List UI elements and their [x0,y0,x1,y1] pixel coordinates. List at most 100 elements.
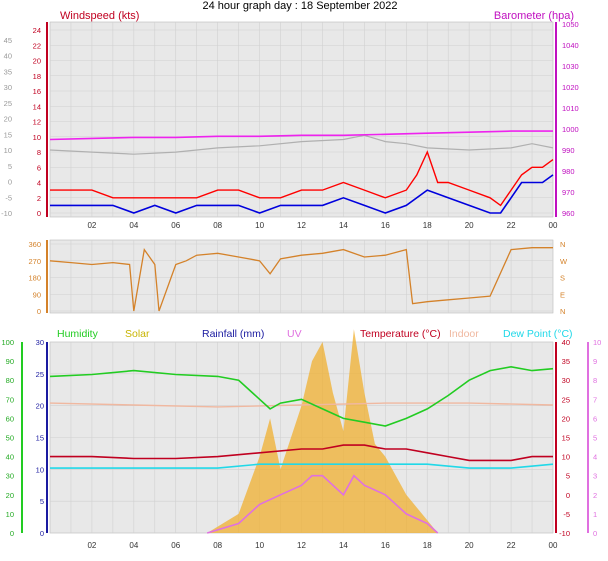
secondary-tick-label: 0 [8,178,12,187]
secondary-tick-label: -10 [1,209,12,218]
windspeed-tick-label: 12 [33,118,41,127]
temperature-axis: 40 35 30 25 20 15 10 5 0 -5 -10 [555,338,570,538]
rainfall-tick-label: 0 [40,529,44,538]
graph-title: 24 hour graph day : 18 September 2022 [202,0,397,12]
time-tick-label: 06 [171,221,180,230]
temperature-tick-label: 0 [566,491,570,500]
climate-series [49,329,554,534]
rainfall-tick-label: 25 [36,370,44,379]
secondary-tick-label: 30 [4,83,12,92]
barometer-tick-label: 1000 [562,125,579,134]
time-tick-label: 20 [465,541,474,550]
barometer-tick-label: 1010 [562,104,579,113]
secondary-tick-label: 20 [4,115,12,124]
climate-time-axis: 02 04 06 08 10 12 14 16 18 20 22 00 [87,541,558,550]
direction-compass-tick: N [560,307,565,316]
time-tick-label: 22 [507,541,516,550]
barometer-tick-label: 1030 [562,62,579,71]
barometer-tick-label: 970 [562,188,575,197]
temperature-line [50,444,553,462]
temperature-tick-label: 5 [566,472,570,481]
rainfall-tick-label: 5 [40,497,44,506]
time-tick-label: 04 [129,221,138,230]
secondary-tick-label: 35 [4,67,12,76]
direction-compass-tick: N [560,240,565,249]
uv-tick-label: 4 [593,453,597,462]
humidity-tick-label: 20 [6,491,14,500]
temperature-tick-label: 20 [562,414,570,423]
wind-label: Windspeed (kts) [60,10,139,22]
solar-area [207,329,438,533]
secondary-tick-label: 5 [8,162,12,171]
direction-degree-tick: 90 [33,290,41,299]
time-tick-label: 00 [549,541,558,550]
time-tick-label: 14 [339,541,348,550]
barometer-label: Barometer (hpa) [494,10,574,22]
temperature-tick-label: 40 [562,338,570,347]
windspeed-tick-label: 6 [37,163,41,172]
secondary-tick-label: 40 [4,52,12,61]
windspeed-tick-label: 14 [33,102,41,111]
time-tick-label: 12 [297,221,306,230]
rainfall-tick-label: 15 [36,434,44,443]
uv-tick-label: 7 [593,395,597,404]
windspeed-tick-label: 0 [37,209,41,218]
windspeed-tick-label: 4 [37,179,41,188]
legend-item: Indoor [449,328,479,340]
time-tick-label: 16 [381,541,390,550]
legend-item: Rainfall (mm) [202,328,264,340]
legend-item: Temperature (°C) [360,328,441,340]
uv-line [206,474,439,534]
barometer-tick-label: 1040 [562,41,579,50]
windspeed-line [50,150,554,207]
humidity-tick-label: 70 [6,395,14,404]
direction-degree-tick: 180 [28,274,41,283]
windspeed-tick-label: 2 [37,194,41,203]
wind-gust-line [50,174,554,214]
time-tick-label: 18 [423,221,432,230]
time-tick-label: 20 [465,221,474,230]
secondary-tick-label: 45 [4,36,12,45]
direction-compass-tick: E [560,290,565,299]
time-tick-label: 04 [129,541,138,550]
rainfall-axis: 30 25 20 15 10 5 0 [36,338,48,538]
uv-tick-label: 0 [593,529,597,538]
windspeed-tick-label: 16 [33,87,41,96]
uv-tick-label: 9 [593,357,597,366]
direction-compass-tick: S [560,274,565,283]
barometer-tick-label: 990 [562,146,575,155]
temperature-tick-label: -5 [563,510,570,519]
temperature-tick-label: 35 [562,357,570,366]
temperature-tick-label: 15 [562,434,570,443]
uv-tick-label: 1 [593,510,597,519]
barometer-axis: 1050 1040 1030 1020 1010 1000 990 980 970 960 [555,20,579,218]
time-tick-label: 10 [255,541,264,550]
temperature-tick-label: 10 [562,453,570,462]
barometer-tick-label: 980 [562,167,575,176]
wind-series [49,130,554,214]
time-tick-label: 00 [549,221,558,230]
uv-tick-label: 2 [593,491,597,500]
humidity-tick-label: 90 [6,357,14,366]
humidity-tick-label: 80 [6,376,14,385]
barometer-tick-label: 1050 [562,20,579,29]
secondary-tick-label: -5 [5,193,12,202]
secondary-tick-label: 25 [4,99,12,108]
temperature-tick-label: 25 [562,395,570,404]
legend-item: UV [287,328,302,340]
uv-tick-label: 3 [593,472,597,481]
legend-item: Dew Point (°C) [503,328,573,340]
time-tick-label: 08 [213,221,222,230]
windspeed-tick-label: 20 [33,57,41,66]
rainfall-tick-label: 20 [36,402,44,411]
uv-tick-label: 8 [593,376,597,385]
time-tick-label: 10 [255,221,264,230]
direction-degree-tick: 360 [28,240,41,249]
barometer-tick-label: 1020 [562,83,579,92]
humidity-tick-label: 50 [6,434,14,443]
